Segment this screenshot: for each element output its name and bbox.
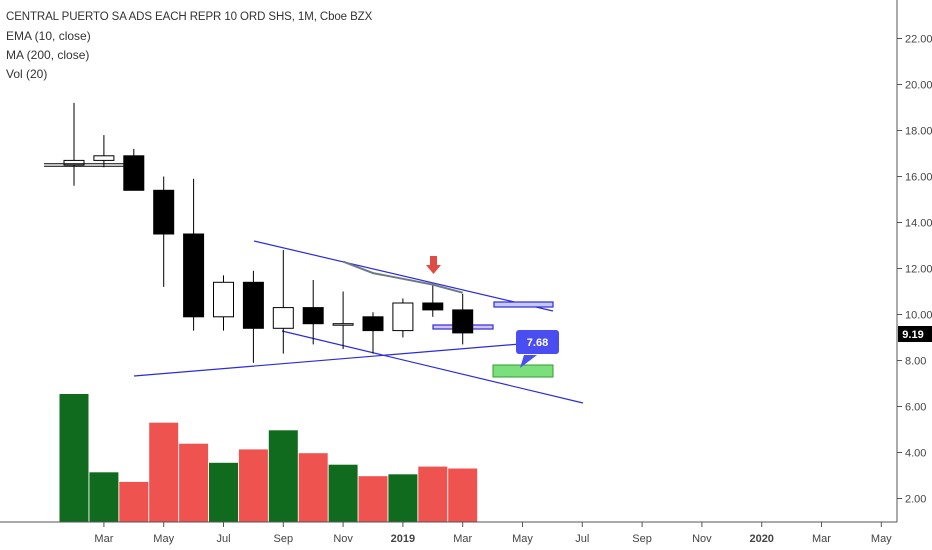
volume-bar[interactable]: [119, 481, 149, 522]
volume-bar[interactable]: [149, 422, 179, 522]
lower-trendline[interactable]: [281, 330, 584, 404]
candle[interactable]: [362, 312, 384, 354]
candle-body: [302, 307, 324, 325]
candle[interactable]: [272, 250, 294, 354]
ema-layer: [44, 163, 463, 294]
x-tick-label: Nov: [692, 533, 712, 545]
target-zone-box[interactable]: [492, 364, 554, 378]
y-tick-label: 6.00: [905, 402, 926, 414]
volume-bar[interactable]: [328, 464, 358, 522]
candle-body: [332, 323, 354, 326]
y-tick-label: 10.00: [905, 310, 932, 322]
candle-body: [242, 281, 264, 329]
candle[interactable]: [302, 280, 324, 345]
candle-body: [93, 155, 115, 161]
volume-bar[interactable]: [59, 394, 89, 522]
candle[interactable]: [123, 148, 145, 191]
candle[interactable]: [153, 176, 175, 287]
x-tick-label: 2019: [391, 533, 415, 545]
candle-body: [362, 316, 384, 332]
callout-box[interactable]: [516, 330, 559, 354]
y-tick-label: 14.00: [905, 218, 932, 230]
candle[interactable]: [452, 293, 474, 345]
x-tick-label: May: [871, 533, 892, 545]
legend-vol[interactable]: Vol (20): [6, 67, 48, 81]
y-tick-label: 22.00: [905, 34, 932, 46]
callout-pointer: [520, 355, 537, 368]
candle-body: [422, 302, 444, 311]
resistance-box[interactable]: [493, 301, 554, 308]
ema-line[interactable]: [342, 260, 463, 294]
last-price-tag: [898, 326, 932, 342]
candle[interactable]: [213, 275, 234, 331]
candle[interactable]: [422, 284, 444, 317]
volume-bar[interactable]: [358, 476, 388, 522]
candle-body: [452, 309, 474, 334]
candle[interactable]: [332, 291, 354, 350]
volume-layer: [59, 394, 478, 523]
y-tick-label: 20.00: [905, 80, 932, 92]
candle[interactable]: [392, 298, 414, 338]
y-axis-ticks[interactable]: 2.00 4.00 6.00 8.00 10.00 12.00 14.00 16.00 18.0…: [897, 34, 932, 506]
volume-bar[interactable]: [448, 468, 478, 523]
x-tick-label: Jul: [216, 533, 230, 545]
volume-bar[interactable]: [268, 430, 298, 522]
volume-bar[interactable]: [89, 472, 119, 522]
down-arrow-icon[interactable]: [426, 256, 441, 274]
candle-layer: [63, 102, 474, 363]
legend-ma[interactable]: MA (200, close): [6, 48, 90, 62]
volume-bar[interactable]: [298, 453, 328, 522]
candle-body: [272, 307, 294, 329]
callout-label: 7.68: [527, 337, 548, 349]
candle-body: [153, 189, 175, 235]
chart-legend: CENTRAL PUERTO SA ADS EACH REPR 10 ORD S…: [6, 8, 372, 84]
x-tick-label: Nov: [333, 533, 353, 545]
legend-title[interactable]: CENTRAL PUERTO SA ADS EACH REPR 10 ORD S…: [6, 11, 373, 23]
x-tick-label: Mar: [812, 533, 831, 545]
volume-bar[interactable]: [388, 474, 418, 523]
x-tick-label: 2020: [749, 533, 773, 545]
candle[interactable]: [242, 270, 264, 363]
candle-body: [392, 302, 414, 332]
candle-body: [63, 159, 85, 166]
candle-body: [123, 155, 145, 191]
x-tick-label: Mar: [94, 533, 113, 545]
x-tick-label: May: [512, 533, 533, 545]
upper-trendline[interactable]: [253, 240, 554, 312]
volume-bar[interactable]: [209, 462, 238, 522]
legend-ema[interactable]: EMA (10, close): [6, 29, 91, 43]
candle-body: [183, 233, 205, 318]
y-tick-label: 16.00: [905, 172, 932, 184]
x-axis-ticks[interactable]: Mar May Jul Sep Nov 2019 Mar May Jul Sep Nov 2020 Ma…: [94, 522, 892, 545]
y-tick-label: 12.00: [905, 264, 932, 276]
annotation-layer: 7.68: [426, 256, 559, 368]
x-tick-label: Jul: [575, 533, 589, 545]
x-tick-label: Sep: [274, 533, 294, 545]
x-tick-label: Sep: [632, 533, 652, 545]
volume-bar[interactable]: [179, 443, 209, 522]
volume-bar[interactable]: [238, 449, 268, 522]
y-tick-label: 2.00: [905, 494, 926, 506]
x-tick-label: May: [153, 533, 174, 545]
y-tick-label: 18.00: [905, 126, 932, 138]
x-tick-label: Mar: [453, 533, 472, 545]
candle[interactable]: [63, 102, 85, 186]
candle-body: [213, 281, 234, 318]
support-trendline[interactable]: [133, 343, 521, 377]
candle[interactable]: [93, 135, 115, 168]
y-tick-label: 4.00: [905, 448, 926, 460]
y-tick-label: 8.00: [905, 356, 926, 368]
volume-bar[interactable]: [418, 466, 448, 522]
candle[interactable]: [183, 178, 205, 331]
last-price-label: 9.19: [902, 329, 923, 341]
